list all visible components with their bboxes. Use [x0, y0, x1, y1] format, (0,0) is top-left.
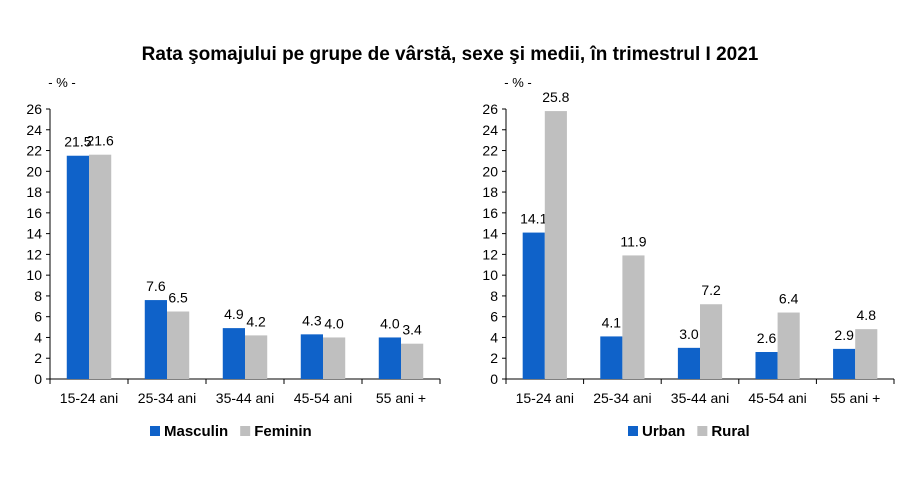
chart2-bar-2 — [544, 111, 567, 380]
chart1-y-tick-label: 14 — [26, 226, 42, 242]
chart2-data-label-2: 25.8 — [542, 89, 569, 105]
chart1-bar-1 — [144, 300, 167, 379]
chart1-data-label-1: 21.5 — [64, 134, 91, 150]
chart1-x-tick-label: 25-34 ani — [138, 390, 196, 406]
chart1-y-tick-label: 12 — [26, 246, 42, 262]
chart2-y-tick-label: 20 — [482, 163, 498, 179]
chart2-data-label-2: 7.2 — [701, 282, 721, 298]
chart2-x-tick-label: 55 ani + — [830, 390, 880, 406]
chart-title: Rata şomajului pe grupe de vârstă, sexe … — [141, 44, 759, 65]
chart1-y-tick-label: 24 — [26, 122, 42, 138]
chart2-y-tick-label: 10 — [482, 267, 498, 283]
chart1-y-tick-label: 10 — [26, 267, 42, 283]
chart1-bar-1 — [378, 337, 401, 379]
chart2-bar-1 — [755, 352, 778, 379]
chart1-y-tick-label: 22 — [26, 143, 42, 159]
chart2-data-label-1: 4.1 — [602, 314, 622, 330]
chart2-legend-swatch-2 — [697, 426, 708, 436]
chart1-legend-label-1: Masculin — [164, 423, 228, 440]
chart2-x-tick-label: 45-54 ani — [748, 390, 806, 406]
chart2-data-label-2: 11.9 — [620, 233, 646, 249]
chart2-bar-1 — [600, 336, 623, 379]
chart1-y-tick-label: 26 — [26, 101, 42, 117]
chart1-bar-2 — [245, 335, 268, 379]
chart2-data-label-1: 2.6 — [757, 330, 777, 346]
chart1-y-tick-label: 2 — [34, 350, 42, 366]
chart2-bar-1 — [833, 348, 856, 379]
chart1-bar-2 — [167, 311, 190, 379]
chart1-y-tick-label: 18 — [26, 184, 42, 200]
chart1-data-label-2: 6.5 — [168, 290, 188, 306]
chart2-y-tick-label: 12 — [482, 246, 498, 262]
chart2-y-tick-label: 26 — [482, 101, 498, 117]
chart2-bar-1 — [677, 347, 700, 379]
chart2-legend-swatch-1 — [628, 426, 638, 436]
chart1-x-tick-label: 55 ani + — [376, 390, 426, 406]
chart2-unit-label: - % - — [504, 75, 531, 90]
chart2-y-tick-label: 2 — [490, 350, 498, 366]
chart1-bar-2 — [323, 337, 346, 379]
chart2-data-label-2: 6.4 — [779, 291, 799, 307]
chart1-bar-1 — [222, 328, 245, 379]
chart2-y-tick-label: 4 — [490, 329, 498, 345]
chart1-data-label-2: 3.4 — [402, 322, 422, 338]
chart2-data-label-2: 4.8 — [857, 307, 877, 323]
chart1-x-tick-label: 35-44 ani — [216, 390, 274, 406]
chart2-data-label-1: 14.1 — [520, 211, 547, 227]
chart2-y-tick-label: 0 — [490, 371, 498, 387]
chart2-data-label-1: 2.9 — [834, 327, 854, 343]
chart2-x-tick-label: 35-44 ani — [671, 390, 729, 406]
chart1-unit-label: - % - — [48, 75, 75, 90]
chart2-bar-1 — [522, 232, 545, 379]
chart2-y-tick-label: 16 — [482, 205, 498, 221]
chart1-data-label-1: 7.6 — [146, 278, 166, 294]
chart2-y-tick-label: 8 — [490, 288, 498, 304]
chart2-y-tick-label: 6 — [490, 309, 498, 325]
chart2-x-tick-label: 25-34 ani — [593, 390, 651, 406]
chart1-data-label-2: 4.0 — [324, 315, 344, 331]
chart1-x-tick-label: 45-54 ani — [294, 390, 352, 406]
chart2-bar-2 — [622, 255, 645, 379]
chart2-bar-2 — [855, 329, 878, 379]
chart2-data-label-1: 3.0 — [679, 326, 699, 342]
chart1-bar-1 — [300, 334, 323, 379]
chart1-data-label-2: 4.2 — [246, 313, 266, 329]
chart2-y-tick-label: 14 — [482, 226, 498, 242]
chart1-y-tick-label: 20 — [26, 163, 42, 179]
chart2-legend-label-2: Rural — [711, 423, 749, 440]
chart1-bar-1 — [66, 155, 89, 379]
chart1-data-label-2: 21.6 — [86, 133, 113, 149]
chart1-data-label-1: 4.0 — [380, 315, 400, 331]
chart2-legend-label-1: Urban — [642, 423, 685, 440]
chart2-bar-2 — [700, 304, 723, 379]
chart1-bar-2 — [89, 154, 112, 379]
chart1-data-label-1: 4.3 — [302, 312, 322, 328]
chart1-legend-swatch-2 — [240, 426, 251, 436]
chart1-x-tick-label: 15-24 ani — [60, 390, 118, 406]
chart1-bar-2 — [401, 343, 424, 379]
chart1-y-tick-label: 4 — [34, 329, 42, 345]
chart1-legend-swatch-1 — [150, 426, 160, 436]
chart1-y-tick-label: 0 — [34, 371, 42, 387]
chart1-data-label-1: 4.9 — [224, 306, 244, 322]
chart2-x-tick-label: 15-24 ani — [516, 390, 574, 406]
chart1-y-tick-label: 16 — [26, 205, 42, 221]
chart2-y-tick-label: 18 — [482, 184, 498, 200]
chart2-bar-2 — [777, 312, 800, 379]
chart1-legend-label-2: Feminin — [254, 423, 312, 440]
chart1-y-tick-label: 6 — [34, 309, 42, 325]
chart2-y-tick-label: 22 — [482, 143, 498, 159]
chart2-y-tick-label: 24 — [482, 122, 498, 138]
chart1-y-tick-label: 8 — [34, 288, 42, 304]
